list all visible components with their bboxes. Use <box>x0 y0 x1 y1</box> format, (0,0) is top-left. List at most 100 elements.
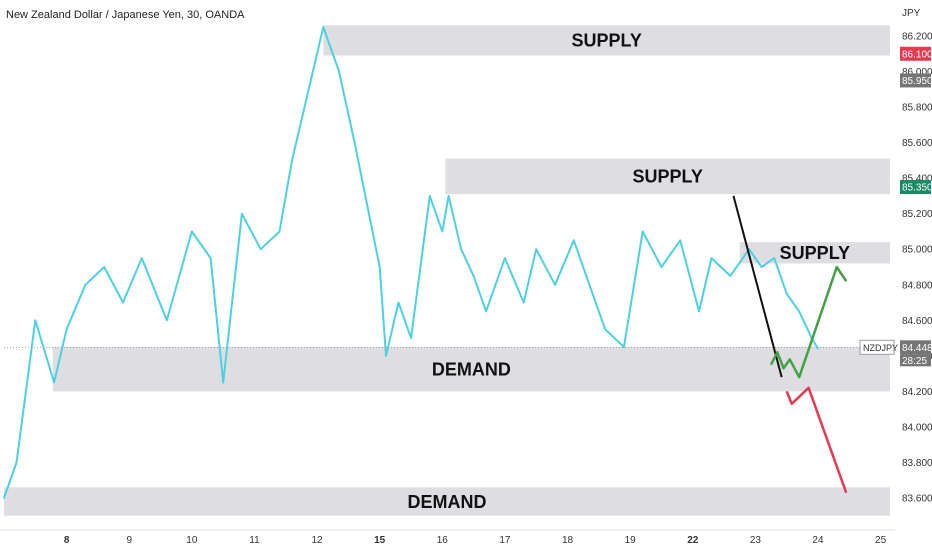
price-point <box>410 337 412 339</box>
price-point <box>259 248 262 251</box>
zone-label: SUPPLY <box>633 167 703 187</box>
price-point <box>472 275 475 277</box>
zone-label: DEMAND <box>408 492 487 512</box>
projection-down <box>785 386 848 494</box>
price-point <box>585 275 588 277</box>
price-point <box>291 159 293 162</box>
price-point <box>103 266 105 268</box>
price-point <box>698 310 700 313</box>
x-tick-label: 8 <box>64 535 70 546</box>
price-point <box>209 257 212 259</box>
x-tick-label: 17 <box>499 535 511 546</box>
price-point <box>660 266 663 268</box>
price-point <box>378 266 381 268</box>
x-tick-label: 18 <box>562 535 574 546</box>
price-point <box>53 381 55 384</box>
price-point <box>241 212 243 215</box>
price-point <box>798 310 801 313</box>
y-tick-label: 83.800 <box>902 458 932 469</box>
symbol-badge-text: NZDJPY <box>863 343 898 353</box>
x-tick-label: 23 <box>750 535 762 546</box>
price-badge <box>900 73 931 88</box>
countdown-text: 28:25 <box>902 356 927 367</box>
x-tick-label: 11 <box>249 535 260 546</box>
projection-up <box>769 265 848 379</box>
y-tick-label: 85.000 <box>902 245 932 256</box>
price-badge <box>900 46 931 61</box>
zone-supply <box>445 158 890 195</box>
price-axis[interactable]: JPY 86.200 86.000 85.800 85.600 85.400 85.200… <box>859 0 932 550</box>
price-point <box>785 292 788 295</box>
price-point <box>447 195 450 197</box>
price-point <box>65 328 68 330</box>
price-badge-value: 85.350 <box>902 183 932 194</box>
price-point <box>322 26 325 28</box>
price-point <box>522 301 525 304</box>
price-point <box>760 266 763 268</box>
price-point <box>353 141 356 144</box>
price-point <box>122 301 124 304</box>
countdown-badge <box>900 354 931 367</box>
price-point <box>191 230 193 233</box>
price-badge-value: 86.100 <box>902 49 932 60</box>
price-badge-value: 85.950 <box>902 76 932 87</box>
price-point <box>84 283 87 286</box>
price-point <box>34 319 37 322</box>
price-point <box>641 230 644 233</box>
y-tick-label: 84.800 <box>902 280 932 291</box>
x-tick-label: 22 <box>687 535 699 546</box>
zone-supply <box>323 25 890 56</box>
zone-label: SUPPLY <box>780 243 850 263</box>
price-point <box>140 257 143 259</box>
price-point <box>3 497 5 499</box>
x-tick-label: 16 <box>437 535 449 546</box>
price-point <box>504 257 506 259</box>
price-point <box>604 328 606 330</box>
y-tick-label: 84.000 <box>902 422 932 433</box>
price-point <box>278 230 281 233</box>
x-tick-label: 12 <box>312 535 324 546</box>
price-point <box>485 310 487 313</box>
y-tick-label: 86.200 <box>902 32 932 43</box>
x-tick-label: 24 <box>812 535 824 546</box>
x-tick-label: 19 <box>625 535 637 546</box>
zone-label: SUPPLY <box>571 31 641 51</box>
price-point <box>773 257 775 259</box>
price-point <box>310 79 312 82</box>
currency-label: JPY <box>902 8 921 19</box>
x-tick-label: 9 <box>126 535 132 546</box>
zone-supply <box>739 242 890 264</box>
price-point <box>460 248 462 251</box>
price-badge <box>900 340 931 355</box>
symbol-badge <box>859 339 895 355</box>
y-tick-label: 83.600 <box>902 494 932 505</box>
price-point <box>441 230 444 233</box>
annotation-layer <box>732 195 848 494</box>
price-point <box>15 461 18 464</box>
y-tick-label: 85.400 <box>902 174 932 185</box>
y-tick-label: 85.600 <box>902 138 932 149</box>
y-tick-label: 84.200 <box>902 387 932 398</box>
zone-label: DEMAND <box>432 359 511 379</box>
price-series-line <box>3 26 819 499</box>
zone-layer: SUPPLY SUPPLY SUPPLY DEMAND DEMAND <box>4 25 890 516</box>
time-axis[interactable]: 8910111215161718192223242526 <box>0 529 932 546</box>
price-point <box>165 319 168 322</box>
x-tick-label: 25 <box>875 535 887 546</box>
price-point <box>679 239 682 242</box>
price-point <box>554 283 556 286</box>
price-point <box>397 301 400 304</box>
zone-demand <box>4 487 890 516</box>
price-point <box>222 381 224 384</box>
y-tick-label: 86.000 <box>902 67 932 78</box>
price-layer <box>3 26 890 499</box>
price-badge-value: 84.448 <box>902 343 932 354</box>
price-point <box>572 239 575 242</box>
x-tick-label: 15 <box>374 535 386 546</box>
price-point <box>385 355 387 357</box>
trendline <box>732 195 783 378</box>
price-point <box>338 70 340 73</box>
y-tick-label: 85.200 <box>902 209 932 220</box>
chart-title: New Zealand Dollar / Japanese Yen, 30, O… <box>6 9 245 21</box>
